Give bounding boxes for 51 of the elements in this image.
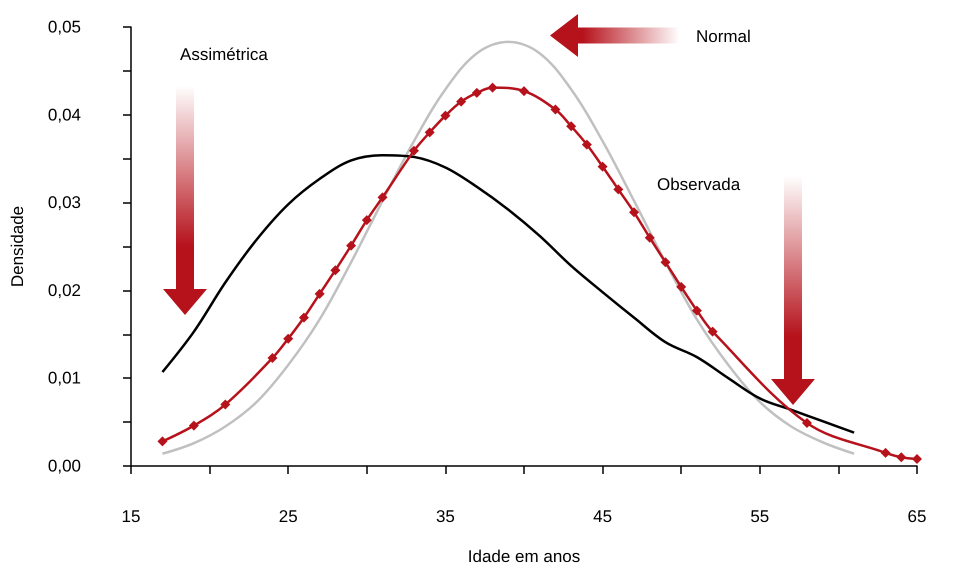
point	[660, 257, 670, 268]
point	[692, 306, 702, 316]
point	[456, 96, 466, 107]
point	[220, 400, 230, 410]
point	[408, 146, 419, 156]
point	[188, 420, 199, 431]
point	[362, 215, 372, 226]
y-axis-title: Densidade	[8, 206, 27, 288]
x-tick-label: 35	[436, 507, 455, 526]
y-tick-label: 0,03	[48, 193, 81, 212]
point	[912, 454, 922, 464]
point	[330, 265, 340, 276]
point	[346, 240, 356, 251]
x-tick-label: 45	[593, 507, 612, 526]
point	[880, 448, 891, 458]
point	[472, 88, 482, 98]
y-tick-label: 0,02	[48, 280, 81, 300]
x-tick-label: 25	[278, 507, 298, 526]
point	[676, 282, 686, 292]
annotation: Observada	[657, 175, 741, 194]
point	[566, 121, 576, 132]
point	[582, 140, 592, 150]
point	[519, 86, 529, 96]
x-tick-label: 55	[750, 507, 770, 526]
point	[283, 334, 294, 344]
point	[802, 418, 812, 428]
point	[708, 326, 718, 337]
y-tick-label: 0,00	[48, 456, 81, 476]
x-tick-label: 15	[122, 507, 140, 526]
point	[550, 104, 560, 115]
point	[598, 162, 608, 172]
point	[267, 353, 278, 364]
point	[488, 82, 498, 93]
x-tick-label: 65	[908, 507, 926, 526]
point	[629, 207, 640, 218]
point	[613, 184, 624, 194]
y-tick-label: 0,04	[48, 105, 81, 124]
point	[440, 110, 450, 121]
annotation: Assimétrica	[180, 45, 268, 64]
point	[424, 127, 435, 138]
point	[896, 452, 906, 462]
y-tick-label: 0,05	[48, 18, 81, 36]
line-series	[161, 40, 856, 455]
y-tick-label: 0,01	[48, 368, 81, 388]
annotation: Normal	[696, 27, 751, 46]
point	[378, 192, 388, 202]
point	[644, 232, 655, 243]
point	[157, 436, 168, 446]
point	[314, 288, 325, 299]
x-axis-title: Idade em anos	[468, 547, 580, 566]
point	[298, 312, 309, 323]
